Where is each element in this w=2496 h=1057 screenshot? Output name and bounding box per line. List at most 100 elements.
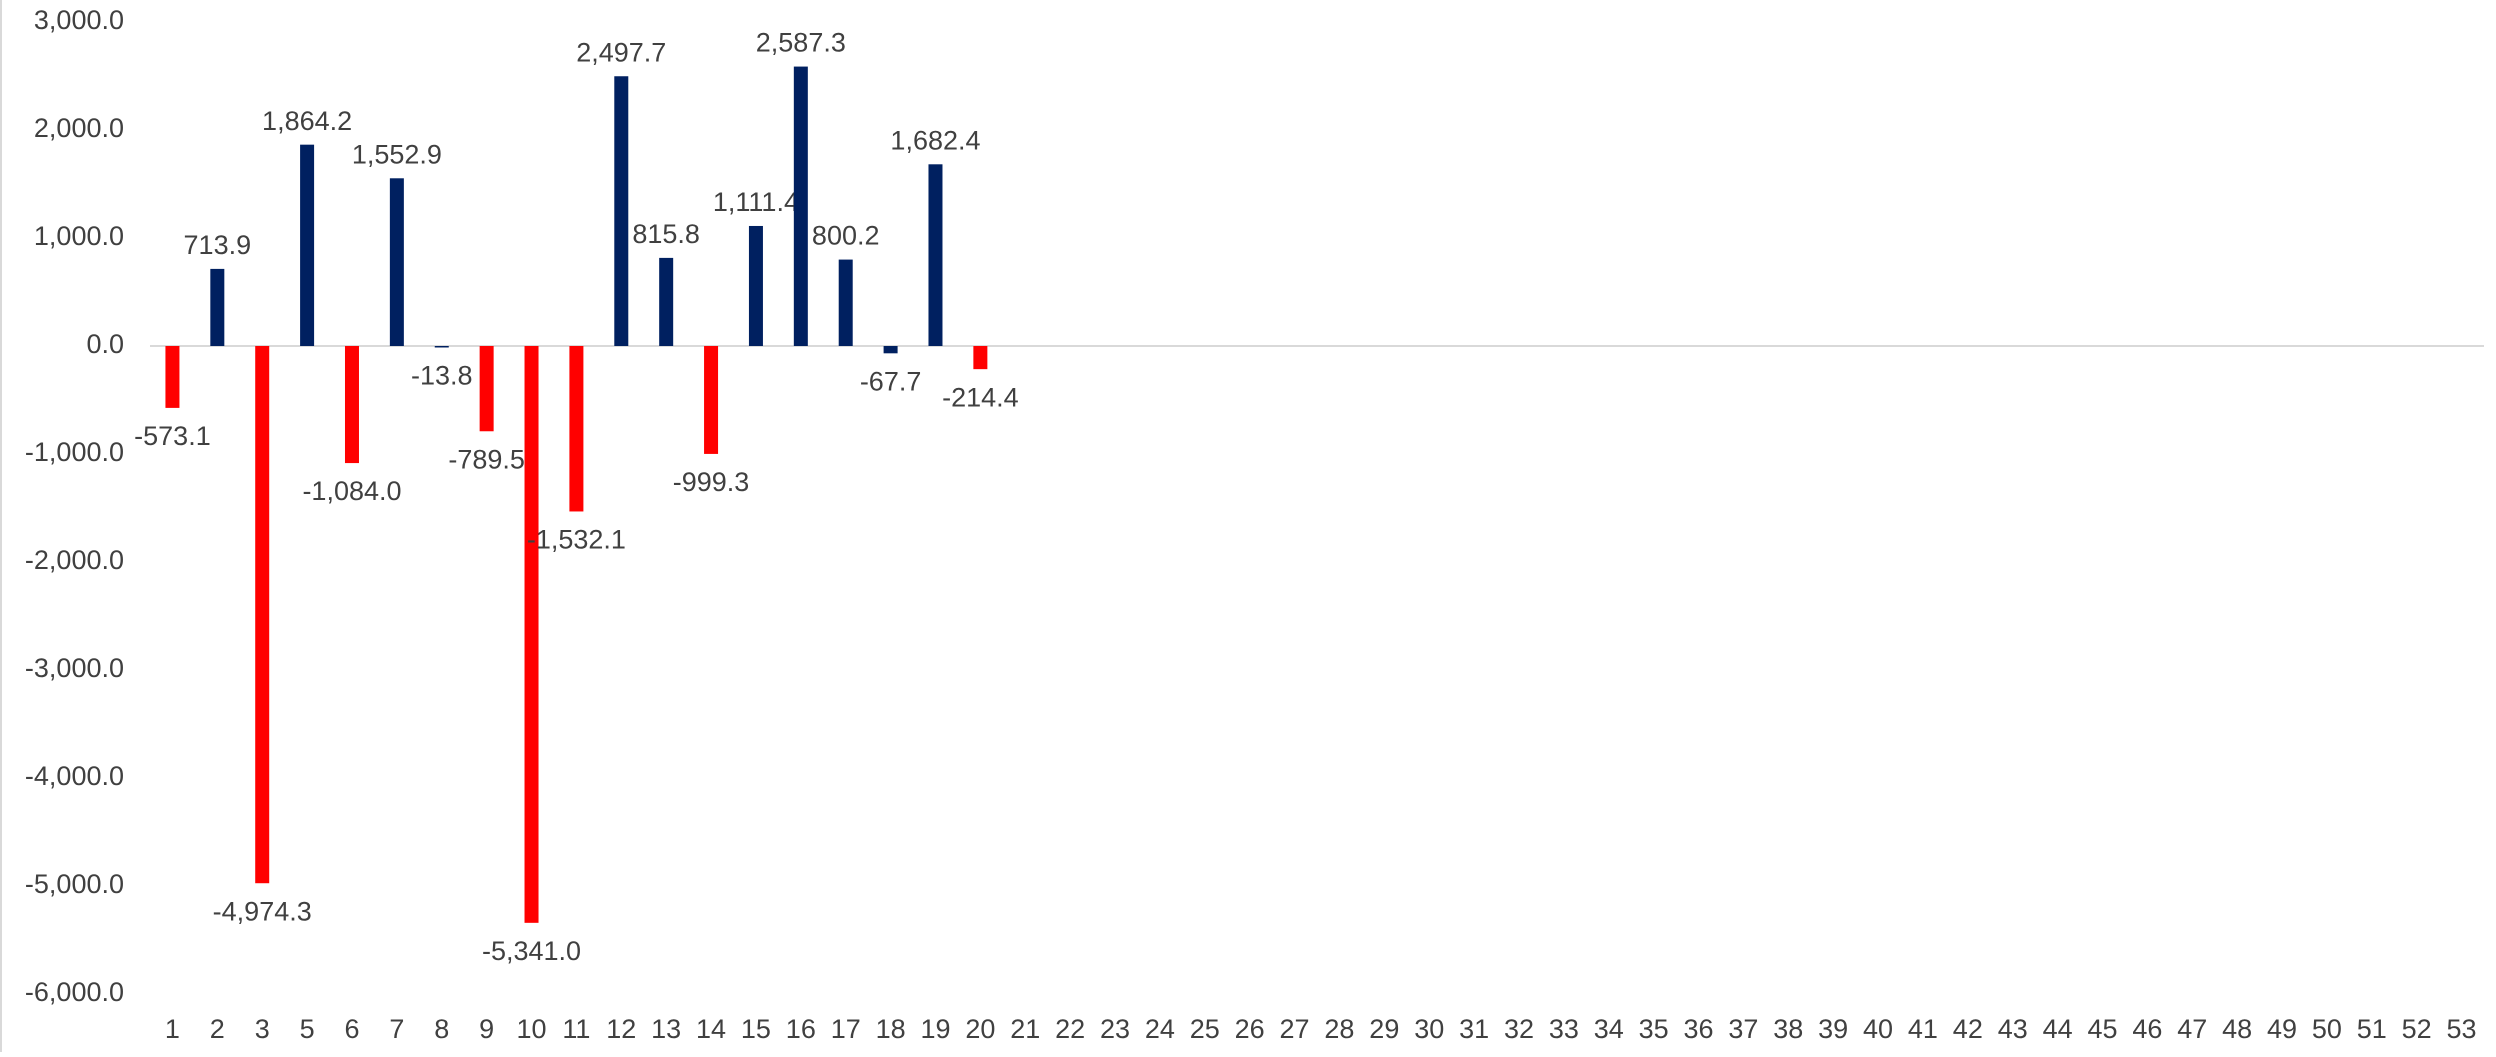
x-tick-label: 13 xyxy=(651,1014,681,1044)
data-label: -5,341.0 xyxy=(482,936,581,966)
bar xyxy=(210,268,225,346)
x-tick-label: 47 xyxy=(2177,1014,2207,1044)
x-tick-label: 16 xyxy=(786,1014,816,1044)
x-tick-label: 17 xyxy=(831,1014,861,1044)
x-tick-label: 6 xyxy=(344,1014,359,1044)
data-label: 1,552.9 xyxy=(352,139,442,169)
bar xyxy=(883,346,898,354)
y-tick-label: 0.0 xyxy=(86,329,124,359)
y-tick-label: 3,000.0 xyxy=(34,5,124,35)
bar xyxy=(255,346,270,884)
bar xyxy=(434,346,449,348)
x-tick-label: 18 xyxy=(876,1014,906,1044)
x-tick-label: 5 xyxy=(300,1014,315,1044)
x-tick-label: 45 xyxy=(2087,1014,2117,1044)
data-label: -214.4 xyxy=(942,382,1019,412)
x-tick-label: 9 xyxy=(479,1014,494,1044)
bar xyxy=(659,257,674,346)
x-tick-label: 11 xyxy=(562,1014,590,1044)
bar xyxy=(569,346,584,512)
data-label: 1,682.4 xyxy=(890,125,980,155)
x-tick-label: 38 xyxy=(1773,1014,1803,1044)
bar xyxy=(479,346,494,432)
x-tick-label: 34 xyxy=(1594,1014,1624,1044)
x-tick-label: 52 xyxy=(2402,1014,2432,1044)
y-tick-label: 2,000.0 xyxy=(34,113,124,143)
bar xyxy=(614,76,629,346)
data-label: 2,497.7 xyxy=(576,37,666,67)
bar xyxy=(344,346,359,464)
data-label: -999.3 xyxy=(673,467,750,497)
x-tick-label: 26 xyxy=(1235,1014,1265,1044)
data-label: 2,587.3 xyxy=(756,28,846,58)
bar xyxy=(973,346,988,370)
x-tick-label: 39 xyxy=(1818,1014,1848,1044)
x-tick-label: 29 xyxy=(1369,1014,1399,1044)
x-tick-label: 12 xyxy=(606,1014,636,1044)
x-tick-label: 28 xyxy=(1324,1014,1354,1044)
x-tick-label: 36 xyxy=(1683,1014,1713,1044)
bar xyxy=(928,164,943,346)
x-tick-label: 41 xyxy=(1908,1014,1938,1044)
y-tick-label: -1,000.0 xyxy=(25,437,124,467)
data-label: 815.8 xyxy=(632,219,700,249)
x-tick-label: 30 xyxy=(1414,1014,1444,1044)
bar xyxy=(389,178,404,346)
x-tick-label: 48 xyxy=(2222,1014,2252,1044)
data-label: -67.7 xyxy=(860,366,922,396)
x-tick-label: 3 xyxy=(255,1014,270,1044)
x-tick-label: 32 xyxy=(1504,1014,1534,1044)
x-tick-label: 25 xyxy=(1190,1014,1220,1044)
x-tick-label: 51 xyxy=(2357,1014,2387,1044)
x-tick-label: 22 xyxy=(1055,1014,1085,1044)
data-label: -573.1 xyxy=(134,421,211,451)
data-label: -4,974.3 xyxy=(213,896,312,926)
x-tick-label: 8 xyxy=(434,1014,449,1044)
x-tick-label: 53 xyxy=(2447,1014,2477,1044)
x-tick-label: 27 xyxy=(1280,1014,1310,1044)
bar xyxy=(300,144,315,346)
data-label: 800.2 xyxy=(812,221,880,251)
x-tick-label: 46 xyxy=(2132,1014,2162,1044)
x-tick-label: 2 xyxy=(210,1014,225,1044)
x-tick-label: 21 xyxy=(1010,1014,1040,1044)
x-tick-label: 35 xyxy=(1639,1014,1669,1044)
data-label: 713.9 xyxy=(184,230,252,260)
y-tick-label: -2,000.0 xyxy=(25,545,124,575)
x-tick-label: 43 xyxy=(1998,1014,2028,1044)
data-label: 1,864.2 xyxy=(262,106,352,136)
x-tick-label: 40 xyxy=(1863,1014,1893,1044)
x-tick-label: 49 xyxy=(2267,1014,2297,1044)
x-tick-label: 42 xyxy=(1953,1014,1983,1044)
x-tick-label: 15 xyxy=(741,1014,771,1044)
bar xyxy=(704,346,719,454)
x-tick-label: 7 xyxy=(389,1014,404,1044)
data-label: -13.8 xyxy=(411,361,473,391)
x-tick-label: 10 xyxy=(516,1014,546,1044)
x-tick-label: 23 xyxy=(1100,1014,1130,1044)
x-tick-label: 19 xyxy=(920,1014,950,1044)
bar xyxy=(748,225,763,346)
x-tick-label: 50 xyxy=(2312,1014,2342,1044)
y-tick-label: -5,000.0 xyxy=(25,869,124,899)
x-tick-label: 33 xyxy=(1549,1014,1579,1044)
data-label: -789.5 xyxy=(448,444,525,474)
x-tick-label: 37 xyxy=(1728,1014,1758,1044)
x-tick-label: 24 xyxy=(1145,1014,1175,1044)
x-tick-label: 1 xyxy=(165,1014,180,1044)
x-tick-label: 20 xyxy=(965,1014,995,1044)
y-tick-label: -4,000.0 xyxy=(25,761,124,791)
bar xyxy=(524,346,539,923)
data-label: -1,532.1 xyxy=(527,525,626,555)
y-tick-label: -3,000.0 xyxy=(25,653,124,683)
data-label: -1,084.0 xyxy=(302,476,401,506)
y-tick-label: 1,000.0 xyxy=(34,221,124,251)
bar xyxy=(793,66,808,347)
x-tick-label: 14 xyxy=(696,1014,726,1044)
data-label: 1,111.4 xyxy=(713,187,799,217)
bar xyxy=(838,259,853,346)
x-tick-label: 31 xyxy=(1459,1014,1489,1044)
y-tick-label: -6,000.0 xyxy=(25,977,124,1007)
bar xyxy=(165,346,180,408)
